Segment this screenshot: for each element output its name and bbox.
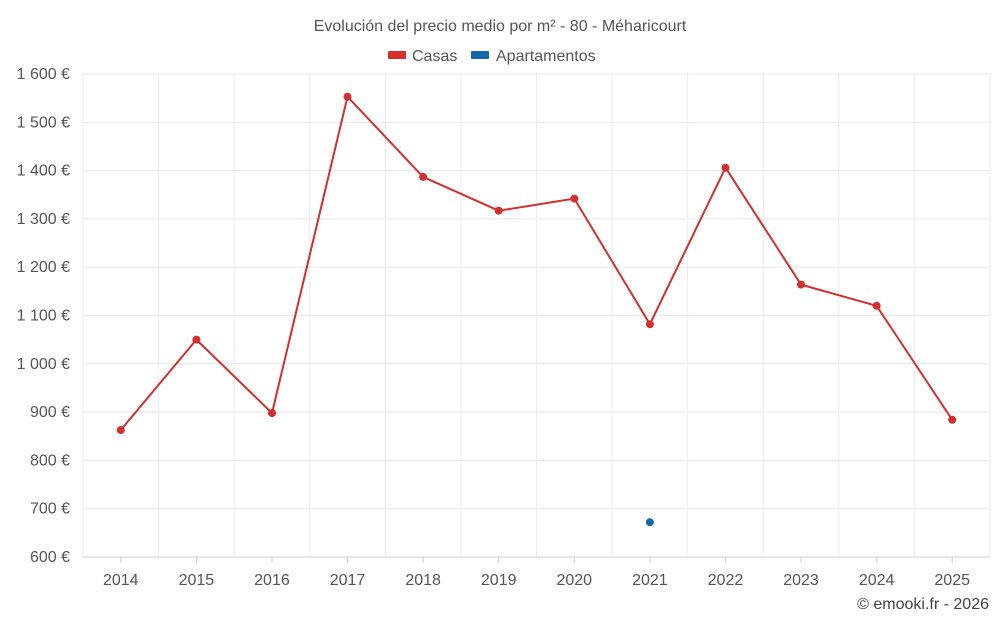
y-tick-label: 900 € [30,404,70,421]
y-tick-label: 600 € [30,549,70,566]
y-tick-label: 1 600 € [17,66,70,83]
legend-item-casas[interactable]: Casas [388,48,457,65]
data-point-casas[interactable] [948,415,957,424]
legend: Casas Apartamentos [388,48,596,65]
data-point-casas[interactable] [343,92,352,101]
x-tick-label: 2021 [632,572,668,589]
legend-swatch-apartamentos [471,51,489,59]
x-tick-label: 2014 [103,572,139,589]
y-tick-label: 1 400 € [17,163,70,180]
x-tick-label: 2023 [783,572,819,589]
data-point-casas[interactable] [419,172,428,181]
y-tick-label: 1 300 € [17,211,70,228]
data-point-casas[interactable] [570,194,579,203]
x-tick-label: 2022 [708,572,744,589]
data-point-casas[interactable] [797,280,805,289]
data-point-casas[interactable] [192,335,201,344]
data-point-casas[interactable] [494,206,503,215]
x-tick-label: 2016 [254,572,290,589]
y-tick-label: 1 000 € [17,356,70,373]
x-tick-label: 2020 [556,572,592,589]
grid [82,73,991,558]
x-tick-label: 2017 [330,572,366,589]
data-point-apartamentos[interactable] [645,518,654,527]
series-line-casas [120,95,954,431]
y-tick-label: 1 500 € [17,114,70,131]
series [116,92,957,527]
credit-text: © emooki.fr - 2026 [857,596,989,613]
x-tick-label: 2015 [179,572,215,589]
x-tick-label: 2019 [481,572,517,589]
y-tick-label: 700 € [30,501,70,518]
data-point-casas[interactable] [116,426,125,434]
legend-swatch-casas [388,51,406,59]
data-point-casas[interactable] [645,320,654,329]
x-tick-label: 2024 [859,572,895,589]
x-tick-label: 2018 [405,572,441,589]
y-tick-label: 800 € [30,452,70,469]
legend-label-casas: Casas [412,48,457,65]
x-tick-label: 2025 [934,572,970,589]
data-point-casas[interactable] [268,409,276,418]
y-tick-label: 1 200 € [17,259,70,276]
data-point-casas[interactable] [721,163,730,172]
axes: 600 € 700 € 800 € 900 € 1 000 € 1 100 € 1 200 … [17,66,990,589]
legend-label-apartamentos: Apartamentos [496,48,596,65]
legend-item-apartamentos[interactable]: Apartamentos [471,48,596,65]
data-point-casas[interactable] [872,301,881,310]
chart-title: Evolución del precio medio por m² - 80 -… [314,18,687,35]
y-tick-label: 1 100 € [17,308,70,325]
